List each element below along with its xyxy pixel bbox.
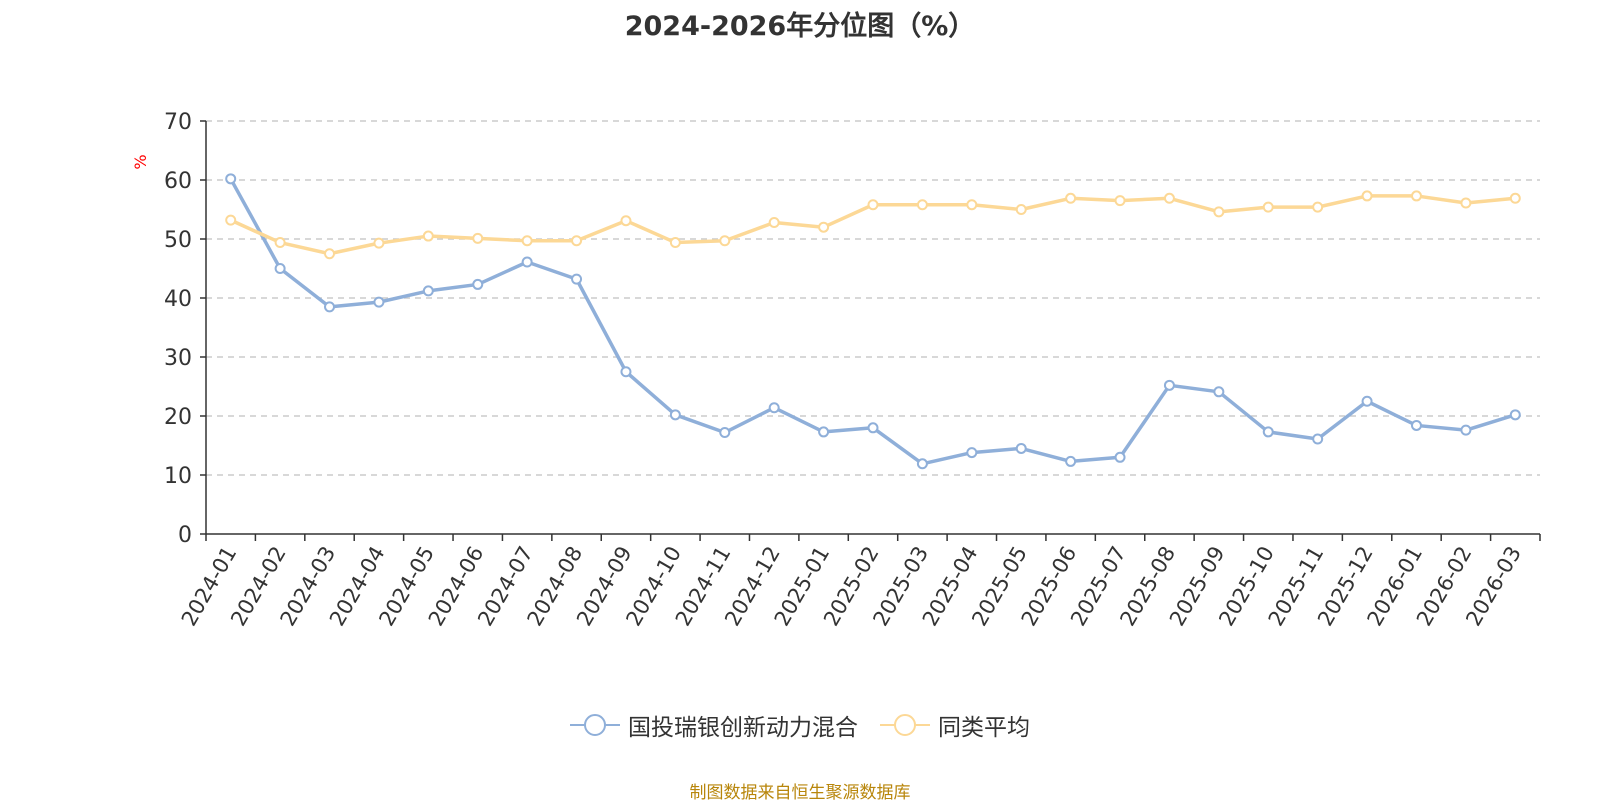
data-point[interactable] — [422, 285, 434, 297]
data-point[interactable] — [1015, 442, 1027, 454]
data-point[interactable] — [571, 273, 583, 285]
data-point[interactable] — [966, 447, 978, 459]
y-tick-label: 70 — [164, 110, 192, 135]
legend-label-series-1: 国投瑞银创新动力混合 — [628, 715, 858, 741]
y-tick-label: 60 — [164, 169, 192, 194]
data-point[interactable] — [1163, 379, 1175, 391]
data-point[interactable] — [1163, 192, 1175, 204]
data-point[interactable] — [373, 237, 385, 249]
data-point[interactable] — [324, 248, 336, 260]
data-point[interactable] — [867, 199, 879, 211]
data-point[interactable] — [669, 237, 681, 249]
data-point[interactable] — [1460, 197, 1472, 209]
legend-item-series-2[interactable]: 同类平均 — [880, 708, 1030, 742]
data-point[interactable] — [274, 263, 286, 274]
data-point[interactable] — [521, 235, 533, 247]
data-point[interactable] — [1410, 190, 1422, 202]
series-line-1 — [229, 177, 1516, 466]
data-point[interactable] — [1065, 192, 1077, 204]
y-tick-label: 20 — [164, 405, 192, 430]
data-source-note: 制图数据来自恒生聚源数据库 — [689, 783, 911, 803]
data-point[interactable] — [916, 199, 928, 211]
data-point[interactable] — [1213, 206, 1225, 218]
data-point[interactable] — [274, 237, 286, 249]
data-point[interactable] — [1114, 451, 1126, 463]
data-point[interactable] — [472, 278, 484, 290]
data-point[interactable] — [1312, 201, 1324, 213]
y-tick-label: 0 — [178, 523, 192, 548]
data-point[interactable] — [1213, 386, 1225, 398]
legend-swatch-series-2 — [880, 714, 930, 736]
series-1 — [225, 173, 1521, 470]
series-2 — [225, 190, 1521, 260]
y-axis-label: % — [131, 154, 150, 169]
data-point[interactable] — [1262, 201, 1274, 213]
data-point[interactable] — [719, 427, 731, 439]
data-point[interactable] — [818, 426, 830, 438]
data-point[interactable] — [422, 230, 434, 242]
data-point[interactable] — [225, 173, 237, 185]
data-point[interactable] — [1509, 192, 1521, 204]
data-point[interactable] — [1361, 190, 1373, 202]
y-tick-label: 50 — [164, 228, 192, 253]
data-point[interactable] — [571, 235, 583, 247]
data-point[interactable] — [373, 296, 385, 308]
data-point[interactable] — [225, 214, 237, 226]
data-point[interactable] — [1114, 195, 1126, 207]
legend-item-series-1[interactable]: 国投瑞银创新动力混合 — [570, 708, 858, 742]
data-point[interactable] — [966, 199, 978, 211]
data-point[interactable] — [916, 458, 928, 470]
data-point[interactable] — [472, 232, 484, 244]
y-tick-label: 10 — [164, 464, 192, 489]
data-point[interactable] — [669, 409, 681, 421]
data-point[interactable] — [620, 215, 632, 227]
legend-swatch-series-1 — [570, 714, 620, 736]
data-point[interactable] — [521, 256, 533, 268]
data-point[interactable] — [768, 216, 780, 228]
data-point[interactable] — [719, 235, 731, 247]
data-point[interactable] — [1410, 419, 1422, 431]
data-point[interactable] — [1509, 409, 1521, 421]
data-point[interactable] — [768, 402, 780, 414]
data-point[interactable] — [620, 366, 632, 378]
data-point[interactable] — [1312, 433, 1324, 445]
series — [225, 173, 1521, 470]
data-point[interactable] — [1460, 424, 1472, 436]
y-tick-label: 30 — [164, 346, 192, 371]
data-point[interactable] — [1361, 395, 1373, 407]
data-point[interactable] — [1015, 204, 1027, 215]
data-point[interactable] — [867, 422, 879, 434]
legend: 国投瑞银创新动力混合 同类平均 — [0, 708, 1600, 742]
legend-label-series-2: 同类平均 — [938, 715, 1030, 741]
data-point[interactable] — [1065, 455, 1077, 467]
chart-title: 2024-2026年分位图（%） — [624, 11, 976, 42]
data-point[interactable] — [1262, 426, 1274, 438]
axes: 0102030405060702024-012024-022024-032024… — [164, 110, 1541, 630]
data-point[interactable] — [818, 221, 830, 233]
y-tick-label: 40 — [164, 287, 192, 312]
data-point[interactable] — [324, 301, 336, 313]
